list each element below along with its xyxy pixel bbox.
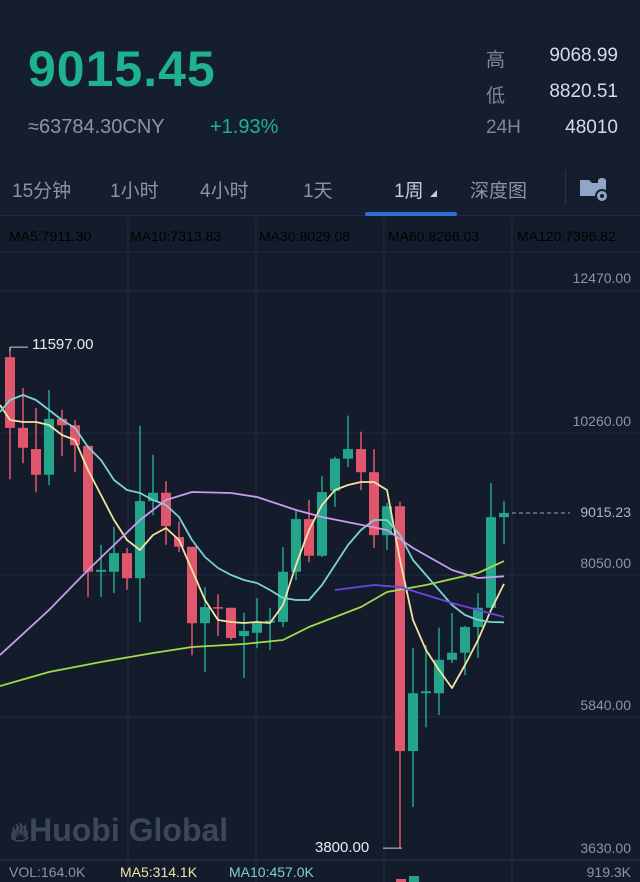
candle-body <box>122 553 132 579</box>
candle-body <box>31 449 41 475</box>
candle-body <box>343 449 353 459</box>
chart-settings-icon[interactable] <box>578 172 610 204</box>
candle-body <box>395 506 405 752</box>
candle-body <box>408 693 418 752</box>
candle-body <box>330 458 340 491</box>
candle-body <box>148 492 158 502</box>
high-marker-label: 11597.00 <box>32 336 94 353</box>
candle-body <box>239 630 249 637</box>
candle-body <box>369 472 379 536</box>
candle-body <box>96 569 106 572</box>
ma-line-ma5 <box>0 404 505 689</box>
interval-tabs: 15分钟 1小时 4小时 1天 1周 深度图 <box>0 160 640 216</box>
dropdown-corner-icon <box>429 190 437 197</box>
low-marker-label: 3800.00 <box>315 839 370 856</box>
candle-body <box>57 418 67 426</box>
candle-body <box>109 553 119 572</box>
high-label: 高 <box>486 50 506 71</box>
candle-body <box>291 519 301 572</box>
change-percent: +1.93% <box>210 116 279 138</box>
candle-body <box>18 427 28 448</box>
cny-equivalent: ≈63784.30CNY <box>28 116 165 138</box>
candle-body <box>83 445 93 572</box>
legend-ma60: MA60:8266.03 <box>388 228 480 244</box>
candle-body <box>70 425 80 446</box>
ma-line-ma60 <box>0 560 505 687</box>
legend-ma10: MA10:7313.83 <box>130 228 222 244</box>
ma-line-ma30 <box>0 491 505 656</box>
candle-body <box>200 607 210 624</box>
legend-ma5: MA5:7911.30 <box>9 228 92 244</box>
volume-legend: VOL:164.0K MA5:314.1K MA10:457.0K 919.3K <box>0 860 640 882</box>
legend-ma30: MA30:8029.08 <box>259 228 351 244</box>
candle-body <box>44 418 54 475</box>
low-label: 低 <box>486 86 506 107</box>
candle-body <box>304 519 314 556</box>
flame-icon: 🔥︎ <box>10 817 30 847</box>
current-price-label: 9015.23 <box>580 504 631 520</box>
y-tick-label: 12470.00 <box>572 270 631 286</box>
volume-24h-label: 24H <box>486 117 521 138</box>
high-value: 9068.99 <box>549 45 618 66</box>
candle-body <box>473 607 483 628</box>
candle-body <box>499 512 509 518</box>
candle-body <box>486 517 496 608</box>
candle-body <box>460 627 470 653</box>
candle-body <box>278 571 288 622</box>
candle-body <box>135 501 145 579</box>
vol-axis-max: 919.3K <box>586 864 631 880</box>
candle-body <box>187 546 197 624</box>
divider <box>565 170 566 204</box>
y-tick-label: 5840.00 <box>580 697 631 713</box>
candle-body <box>252 621 262 633</box>
ma-line-ma120 <box>334 584 505 618</box>
tab-4hour[interactable]: 4小时 <box>200 181 249 202</box>
tab-1week-label: 1周 <box>394 181 424 202</box>
y-tick-label: 8050.00 <box>580 555 631 571</box>
active-tab-indicator <box>365 212 457 216</box>
vol-ma10: MA10:457.0K <box>229 864 314 880</box>
ma-line-ma10 <box>0 394 505 624</box>
candle-body <box>317 492 327 556</box>
vol-value: VOL:164.0K <box>9 864 86 880</box>
tab-1day[interactable]: 1天 <box>303 181 333 202</box>
candle-body <box>421 691 431 694</box>
candle-body <box>213 607 223 609</box>
legend-ma120: MA120:7396.82 <box>517 228 616 244</box>
candle-body <box>434 659 444 694</box>
tab-1hour[interactable]: 1小时 <box>110 181 159 202</box>
volume-24h-value: 48010 <box>565 117 618 138</box>
low-value: 8820.51 <box>549 81 618 102</box>
tab-15min[interactable]: 15分钟 <box>12 181 72 202</box>
candle-body <box>356 449 366 473</box>
candle-body <box>447 652 457 660</box>
volume-bar <box>396 879 406 882</box>
candle-body <box>161 492 171 527</box>
ticker-header: 9015.45 ≈63784.30CNY +1.93% 高 9068.99 低 … <box>0 0 640 160</box>
ma-legend: MA5:7911.30 MA10:7313.83 MA30:8029.08 MA… <box>0 218 640 252</box>
y-tick-label: 10260.00 <box>572 413 631 429</box>
candle-body <box>5 357 15 428</box>
y-tick-label: 3630.00 <box>580 840 631 856</box>
watermark-logo: 🔥︎Huobi Global <box>10 812 229 848</box>
tab-1week[interactable]: 1周 <box>394 176 437 203</box>
volume-bar <box>409 876 419 882</box>
tab-depth-chart[interactable]: 深度图 <box>470 181 528 202</box>
vol-ma5: MA5:314.1K <box>120 864 198 880</box>
last-price: 9015.45 <box>28 41 216 97</box>
